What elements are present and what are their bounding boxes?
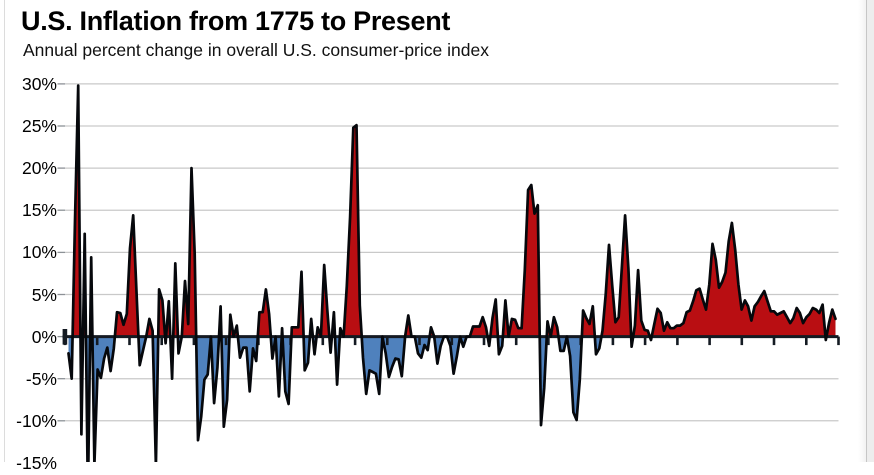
page-edge-shadow [858, 0, 866, 462]
inflation-area-chart [57, 83, 840, 462]
deflation-area-negative [68, 336, 827, 462]
y-axis-label: 10% [21, 242, 57, 263]
page-left-edge [4, 0, 5, 462]
inflation-line [67, 84, 837, 462]
y-axis-label: 5% [31, 284, 57, 305]
chart-title: U.S. Inflation from 1775 to Present [21, 6, 451, 36]
outside-page-area [867, 0, 874, 462]
page-right-edge [866, 0, 867, 462]
y-axis-label: 0% [31, 326, 57, 347]
inflation-area-positive [68, 85, 836, 337]
y-axis-label: -10% [16, 410, 57, 431]
y-axis-label: -5% [25, 368, 57, 389]
y-axis-label: 15% [21, 200, 57, 221]
y-axis-label: 20% [21, 158, 57, 179]
x-axis-end-cap [62, 329, 68, 345]
page-card: U.S. Inflation from 1775 to Present Annu… [4, 0, 874, 473]
y-axis-label: 30% [21, 73, 57, 94]
y-axis-label: 25% [21, 116, 57, 136]
y-axis-label: -15% [16, 453, 57, 473]
chart-subtitle: Annual percent change in overall U.S. co… [23, 40, 489, 60]
